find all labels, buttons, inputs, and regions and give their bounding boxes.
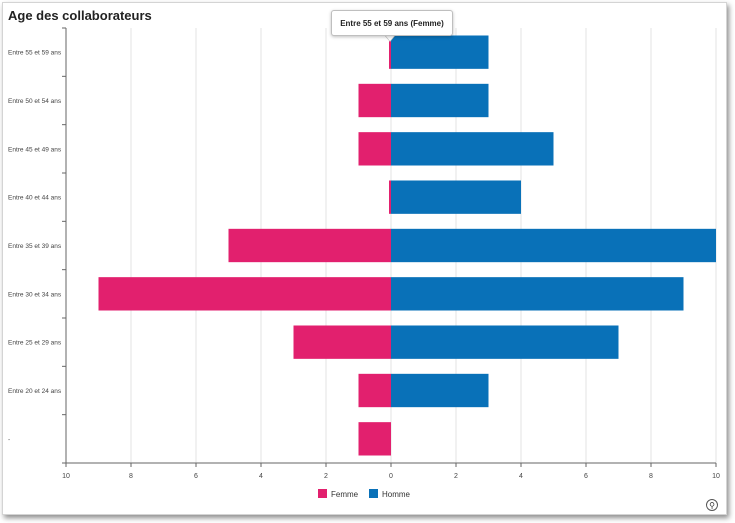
- category-label: Entre 30 et 34 ans: [8, 291, 62, 298]
- category-label: Entre 55 et 59 ans: [8, 50, 62, 57]
- tooltip-arrow: [385, 35, 395, 41]
- bar-homme[interactable]: [391, 228, 716, 263]
- bar-femme[interactable]: [358, 132, 392, 166]
- category-label: Entre 20 et 24 ans: [8, 388, 62, 395]
- x-tick-label: 6: [584, 473, 588, 480]
- category-label: Entre 40 et 44 ans: [8, 195, 62, 202]
- bar-femme[interactable]: [293, 325, 392, 359]
- y-axis: Entre 55 et 59 ans Entre 50 et 54 ans Entr…: [8, 27, 67, 464]
- category-label: Entre 50 et 54 ans: [8, 98, 62, 105]
- bar-homme[interactable]: [391, 132, 554, 166]
- x-tick-label: 10: [62, 473, 70, 480]
- bars: [98, 35, 716, 456]
- bar-homme[interactable]: [391, 373, 489, 408]
- bar-femme[interactable]: [358, 422, 392, 456]
- bar-homme[interactable]: [391, 325, 619, 359]
- legend: Femme Homme: [318, 489, 411, 499]
- bar-homme[interactable]: [391, 277, 684, 311]
- x-tick-label: 8: [649, 473, 653, 480]
- category-label: -: [8, 436, 10, 443]
- tooltip-title: Entre 55 et 59 ans (Femme): [340, 18, 444, 28]
- chart-title: Age des collaborateurs: [8, 8, 152, 23]
- category-label: Entre 45 et 49 ans: [8, 146, 62, 153]
- legend-swatch[interactable]: [318, 489, 327, 498]
- bar-femme[interactable]: [358, 83, 392, 118]
- x-tick-label: 4: [259, 473, 263, 480]
- bar-femme[interactable]: [389, 35, 391, 69]
- category-label: Entre 25 et 29 ans: [8, 340, 62, 347]
- x-tick-label: 6: [194, 473, 198, 480]
- bar-homme[interactable]: [391, 180, 521, 214]
- x-tick-label: 8: [129, 473, 133, 480]
- bar-femme[interactable]: [389, 180, 391, 214]
- x-tick-label: 4: [519, 473, 523, 480]
- legend-label[interactable]: Femme: [331, 490, 359, 499]
- x-tick-label: 2: [454, 473, 458, 480]
- bar-femme[interactable]: [98, 277, 392, 311]
- x-tick-label: 10: [712, 473, 720, 480]
- bar-femme[interactable]: [358, 373, 392, 408]
- x-tick-label: 2: [324, 473, 328, 480]
- tooltip: Entre 55 et 59 ans (Femme): [331, 10, 453, 36]
- magnifier-icon[interactable]: ⚲: [706, 499, 718, 511]
- legend-swatch[interactable]: [369, 489, 378, 498]
- bar-femme[interactable]: [228, 228, 392, 263]
- x-axis: 10864202468100: [62, 28, 720, 480]
- legend-label[interactable]: Homme: [382, 490, 411, 499]
- bar-homme[interactable]: [391, 35, 489, 69]
- x-tick-label: 0: [389, 473, 393, 480]
- bar-homme[interactable]: [391, 83, 489, 118]
- category-label: Entre 35 et 39 ans: [8, 243, 62, 250]
